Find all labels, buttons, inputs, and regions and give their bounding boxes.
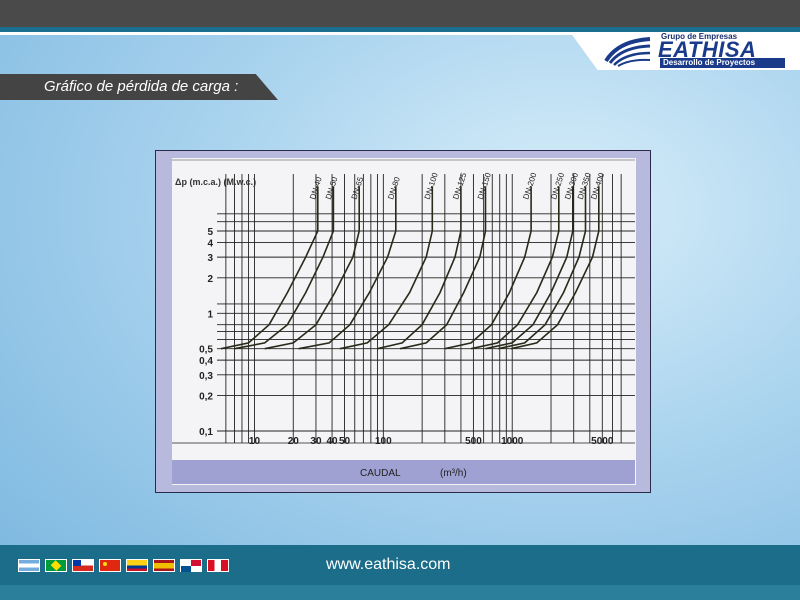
- x-tick-label: 30: [310, 436, 322, 447]
- curve-dn-300: [485, 186, 574, 350]
- brazil-flag: [45, 559, 67, 572]
- y-tick-label: 1: [207, 309, 213, 320]
- series-label-dn-50: DN-50: [324, 175, 340, 200]
- x-tick-label: 5000: [591, 436, 614, 447]
- y-tick-label: 3: [207, 253, 213, 264]
- panama-flag: [180, 559, 202, 572]
- argentina-flag: [18, 559, 40, 572]
- spain-flag: [153, 559, 175, 572]
- curve-dn-125: [377, 186, 462, 350]
- footer-bottom: [0, 585, 800, 600]
- x-axis-label: CAUDAL: [360, 468, 401, 479]
- y-tick-label: 0,3: [199, 371, 213, 382]
- curve-dn-65: [264, 186, 360, 350]
- xaxis-label-band: [172, 460, 635, 484]
- white-stripe: [0, 32, 800, 35]
- y-tick-label: 2: [207, 274, 213, 285]
- series-label-dn-100: DN-100: [423, 171, 440, 201]
- logo-name: EATHISA: [658, 37, 757, 62]
- y-axis-label: Δp (m.c.a.) (M.w.c.): [175, 177, 256, 187]
- curve-dn-40: [220, 186, 319, 350]
- chile-flag: [72, 559, 94, 572]
- wave-logo-icon: [604, 37, 651, 67]
- colombia-flag: [126, 559, 148, 572]
- x-tick-label: 20: [288, 436, 300, 447]
- curve-dn-250: [470, 186, 560, 350]
- series-label-dn-80: DN-80: [386, 175, 402, 200]
- head-loss-chart: DN-40 DN-50 DN-65 DN-80 DN-100 DN-125 DN-150 DN…: [172, 159, 635, 484]
- y-tick-label: 5: [207, 227, 213, 238]
- peru-flag: [207, 559, 229, 572]
- website-link[interactable]: www.eathisa.com: [326, 556, 451, 573]
- x-tick-label: 500: [465, 436, 482, 447]
- series-label-dn-125: DN-125: [451, 171, 468, 201]
- x-tick-label: 10: [249, 436, 261, 447]
- series-label-dn-200: DN-200: [521, 171, 538, 201]
- logo-group-text: Grupo de Empresas: [661, 32, 738, 41]
- y-tick-label: 0,1: [199, 427, 213, 438]
- logo-subtitle: Desarrollo de Proyectos: [660, 58, 785, 68]
- series-label-dn-40: DN-40: [308, 175, 324, 200]
- accent-stripe: [0, 27, 800, 32]
- top-bar: [0, 0, 800, 27]
- page-title-bar: [0, 74, 278, 100]
- x-tick-label: 40: [326, 436, 338, 447]
- china-flag: [99, 559, 121, 572]
- x-tick-label: 1000: [501, 436, 524, 447]
- curve-dn-400: [510, 186, 600, 350]
- series-label-dn-150: DN-150: [476, 171, 493, 201]
- curve-dn-50: [234, 186, 335, 350]
- curve-dn-80: [298, 186, 397, 350]
- x-axis-unit: (m³/h): [440, 468, 467, 479]
- y-tick-label: 0,4: [199, 356, 213, 367]
- x-tick-label: 100: [375, 436, 392, 447]
- curve-dn-200: [444, 186, 532, 350]
- x-tick-label: 50: [339, 436, 351, 447]
- curve-dn-150: [399, 186, 487, 350]
- y-tick-label: 4: [207, 238, 213, 249]
- curve-dn-100: [339, 186, 434, 350]
- y-tick-label: 0,5: [199, 345, 213, 356]
- page-title: Gráfico de pérdida de carga :: [44, 78, 239, 95]
- y-tick-label: 0,2: [199, 392, 213, 403]
- curve-dn-350: [498, 186, 587, 350]
